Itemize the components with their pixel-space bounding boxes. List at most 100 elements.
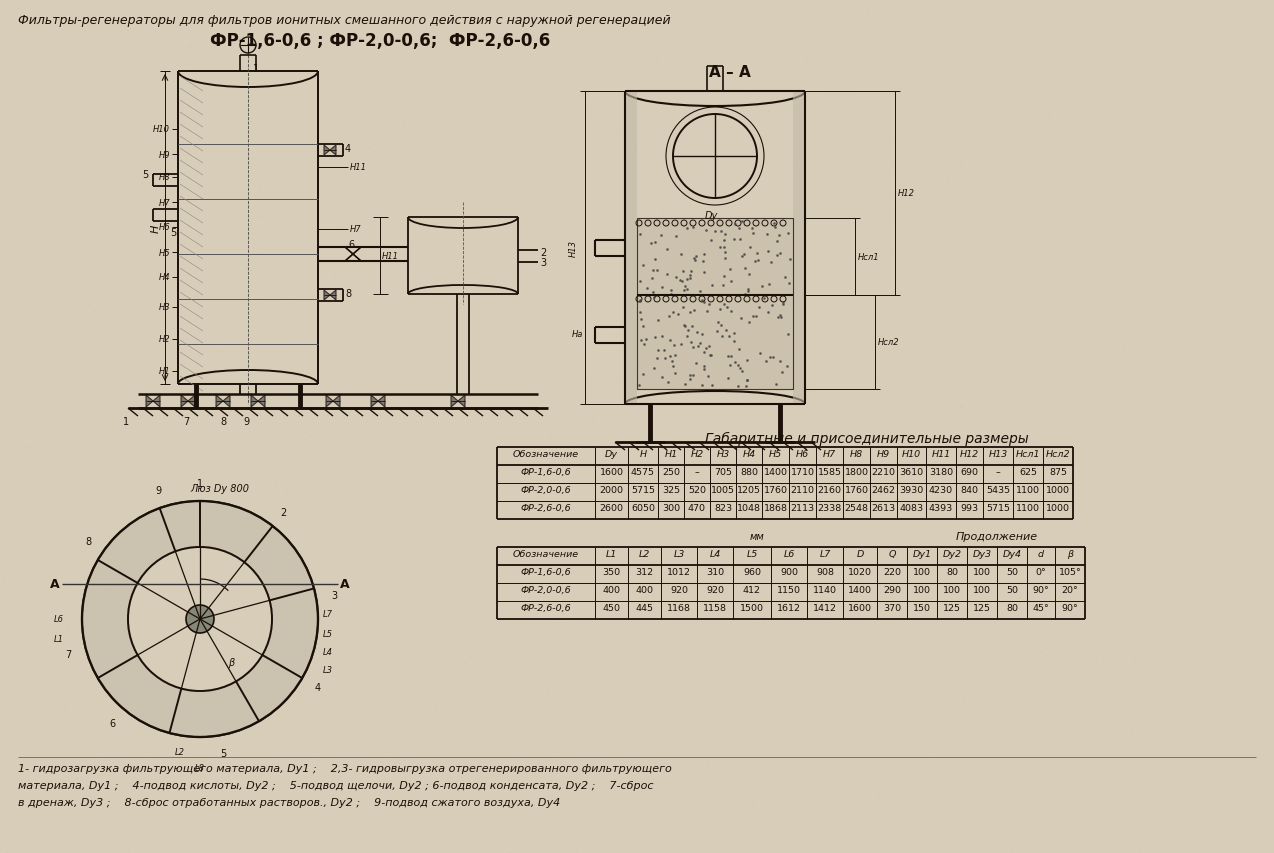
Text: Hсл1: Hсл1: [857, 252, 879, 262]
Text: L3: L3: [324, 665, 333, 674]
Text: ФР-1,6-0,6 ; ФР-2,0-0,6;  ФР-2,6-0,6: ФР-1,6-0,6 ; ФР-2,0-0,6; ФР-2,6-0,6: [210, 32, 550, 50]
Text: 90°: 90°: [1061, 603, 1078, 612]
Text: L1: L1: [606, 549, 617, 559]
Polygon shape: [324, 291, 330, 300]
Text: H: H: [152, 224, 161, 232]
Polygon shape: [324, 146, 330, 156]
Text: 880: 880: [740, 467, 758, 477]
Text: ФР-2,6-0,6: ФР-2,6-0,6: [521, 503, 571, 513]
Polygon shape: [326, 396, 333, 408]
Polygon shape: [217, 396, 223, 408]
Text: Dy: Dy: [605, 450, 618, 458]
Text: 1710: 1710: [790, 467, 814, 477]
Text: H2: H2: [158, 335, 169, 344]
Text: 1100: 1100: [1015, 485, 1040, 495]
Polygon shape: [637, 218, 792, 390]
Text: 690: 690: [961, 467, 978, 477]
Text: –: –: [995, 467, 1000, 477]
Text: H9: H9: [158, 150, 169, 160]
Text: 100: 100: [973, 567, 991, 577]
Text: 625: 625: [1019, 467, 1037, 477]
Text: H12: H12: [959, 450, 978, 458]
Text: 470: 470: [688, 503, 706, 513]
Text: 5715: 5715: [986, 503, 1010, 513]
Text: 1600: 1600: [848, 603, 871, 612]
Text: H6: H6: [796, 450, 809, 458]
Text: 9: 9: [155, 485, 161, 495]
Text: 1: 1: [124, 416, 129, 426]
Text: 450: 450: [603, 603, 620, 612]
Text: 4393: 4393: [929, 503, 953, 513]
Text: L2: L2: [638, 549, 650, 559]
Polygon shape: [626, 92, 637, 404]
Text: Dy4: Dy4: [1003, 549, 1022, 559]
Text: 4083: 4083: [899, 503, 924, 513]
Text: 520: 520: [688, 485, 706, 495]
Text: 900: 900: [780, 567, 798, 577]
Text: L5: L5: [747, 549, 758, 559]
Text: 3: 3: [331, 590, 338, 601]
Text: материала, Dy1 ;    4-подвод кислоты, Dy2 ;    5-подвод щелочи, Dy2 ; 6-подвод к: материала, Dy1 ; 4-подвод кислоты, Dy2 ;…: [18, 780, 654, 790]
Text: H12: H12: [898, 189, 915, 198]
Polygon shape: [333, 396, 340, 408]
Text: 1612: 1612: [777, 603, 801, 612]
Text: 2000: 2000: [600, 485, 623, 495]
Text: 2210: 2210: [871, 467, 896, 477]
Text: D: D: [856, 549, 864, 559]
Polygon shape: [147, 396, 153, 408]
Polygon shape: [181, 396, 189, 408]
Text: H8: H8: [850, 450, 862, 458]
Text: 1: 1: [197, 479, 203, 489]
Text: 5715: 5715: [631, 485, 655, 495]
Text: Обозначение: Обозначение: [513, 450, 580, 458]
Text: 920: 920: [706, 585, 724, 595]
Text: 400: 400: [636, 585, 654, 595]
Polygon shape: [82, 502, 318, 737]
Text: Dy2: Dy2: [943, 549, 962, 559]
Text: 5: 5: [141, 170, 148, 180]
Text: 50: 50: [1006, 567, 1018, 577]
Text: H7: H7: [350, 225, 362, 235]
Text: 310: 310: [706, 567, 724, 577]
Text: A: A: [340, 577, 349, 591]
Text: 8: 8: [85, 537, 92, 547]
Text: 2462: 2462: [871, 485, 896, 495]
Text: 8: 8: [345, 288, 352, 299]
Text: 325: 325: [662, 485, 680, 495]
Text: 100: 100: [973, 585, 991, 595]
Text: 80: 80: [1006, 603, 1018, 612]
Text: 250: 250: [662, 467, 680, 477]
Text: Hсл2: Hсл2: [1046, 450, 1070, 458]
Text: H5: H5: [158, 248, 169, 258]
Text: H10: H10: [153, 125, 169, 134]
Text: Продолжение: Продолжение: [956, 531, 1038, 542]
Text: 1500: 1500: [740, 603, 764, 612]
Text: 1020: 1020: [848, 567, 871, 577]
Text: ФР-2,0-0,6: ФР-2,0-0,6: [521, 585, 571, 595]
Text: Dy: Dy: [705, 211, 719, 221]
Text: Фильтры-регенераторы для фильтров ионитных смешанного действия с наружной регене: Фильтры-регенераторы для фильтров ионитн…: [18, 14, 670, 27]
Text: 1868: 1868: [763, 503, 787, 513]
Text: Ha: Ha: [572, 329, 583, 339]
Text: 993: 993: [961, 503, 978, 513]
Text: H11: H11: [931, 450, 950, 458]
Text: ФР-1,6-0,6: ФР-1,6-0,6: [521, 467, 571, 477]
Text: 105°: 105°: [1059, 567, 1082, 577]
Text: H2: H2: [691, 450, 703, 458]
Text: в дренаж, Dy3 ;    8-сброс отработанных растворов., Dy2 ;    9-подвод сжатого во: в дренаж, Dy3 ; 8-сброс отработанных рас…: [18, 797, 561, 807]
Text: 1048: 1048: [736, 503, 761, 513]
Text: L2: L2: [175, 747, 185, 756]
Text: 7: 7: [65, 649, 71, 659]
Text: 50: 50: [1006, 585, 1018, 595]
Text: 2338: 2338: [818, 503, 842, 513]
Text: 4230: 4230: [929, 485, 953, 495]
Text: 100: 100: [913, 585, 931, 595]
Text: 9: 9: [243, 416, 250, 426]
Text: 2600: 2600: [600, 503, 623, 513]
Text: H4: H4: [743, 450, 755, 458]
Text: 1000: 1000: [1046, 503, 1070, 513]
Text: 1140: 1140: [813, 585, 837, 595]
Text: 370: 370: [883, 603, 901, 612]
Text: H13: H13: [989, 450, 1008, 458]
Text: 4: 4: [345, 144, 352, 154]
